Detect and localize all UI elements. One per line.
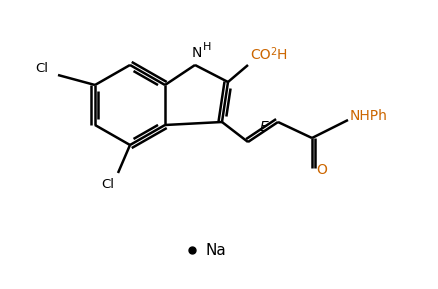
Text: 2: 2: [269, 47, 276, 57]
Text: Cl: Cl: [101, 179, 114, 192]
Text: H: H: [276, 48, 287, 62]
Text: E: E: [259, 120, 268, 134]
Text: CO: CO: [249, 48, 270, 62]
Text: NHPh: NHPh: [349, 109, 387, 123]
Text: O: O: [315, 163, 326, 177]
Text: H: H: [202, 42, 211, 52]
Text: Na: Na: [205, 244, 226, 258]
Text: N: N: [191, 46, 202, 60]
Text: Cl: Cl: [35, 62, 48, 75]
